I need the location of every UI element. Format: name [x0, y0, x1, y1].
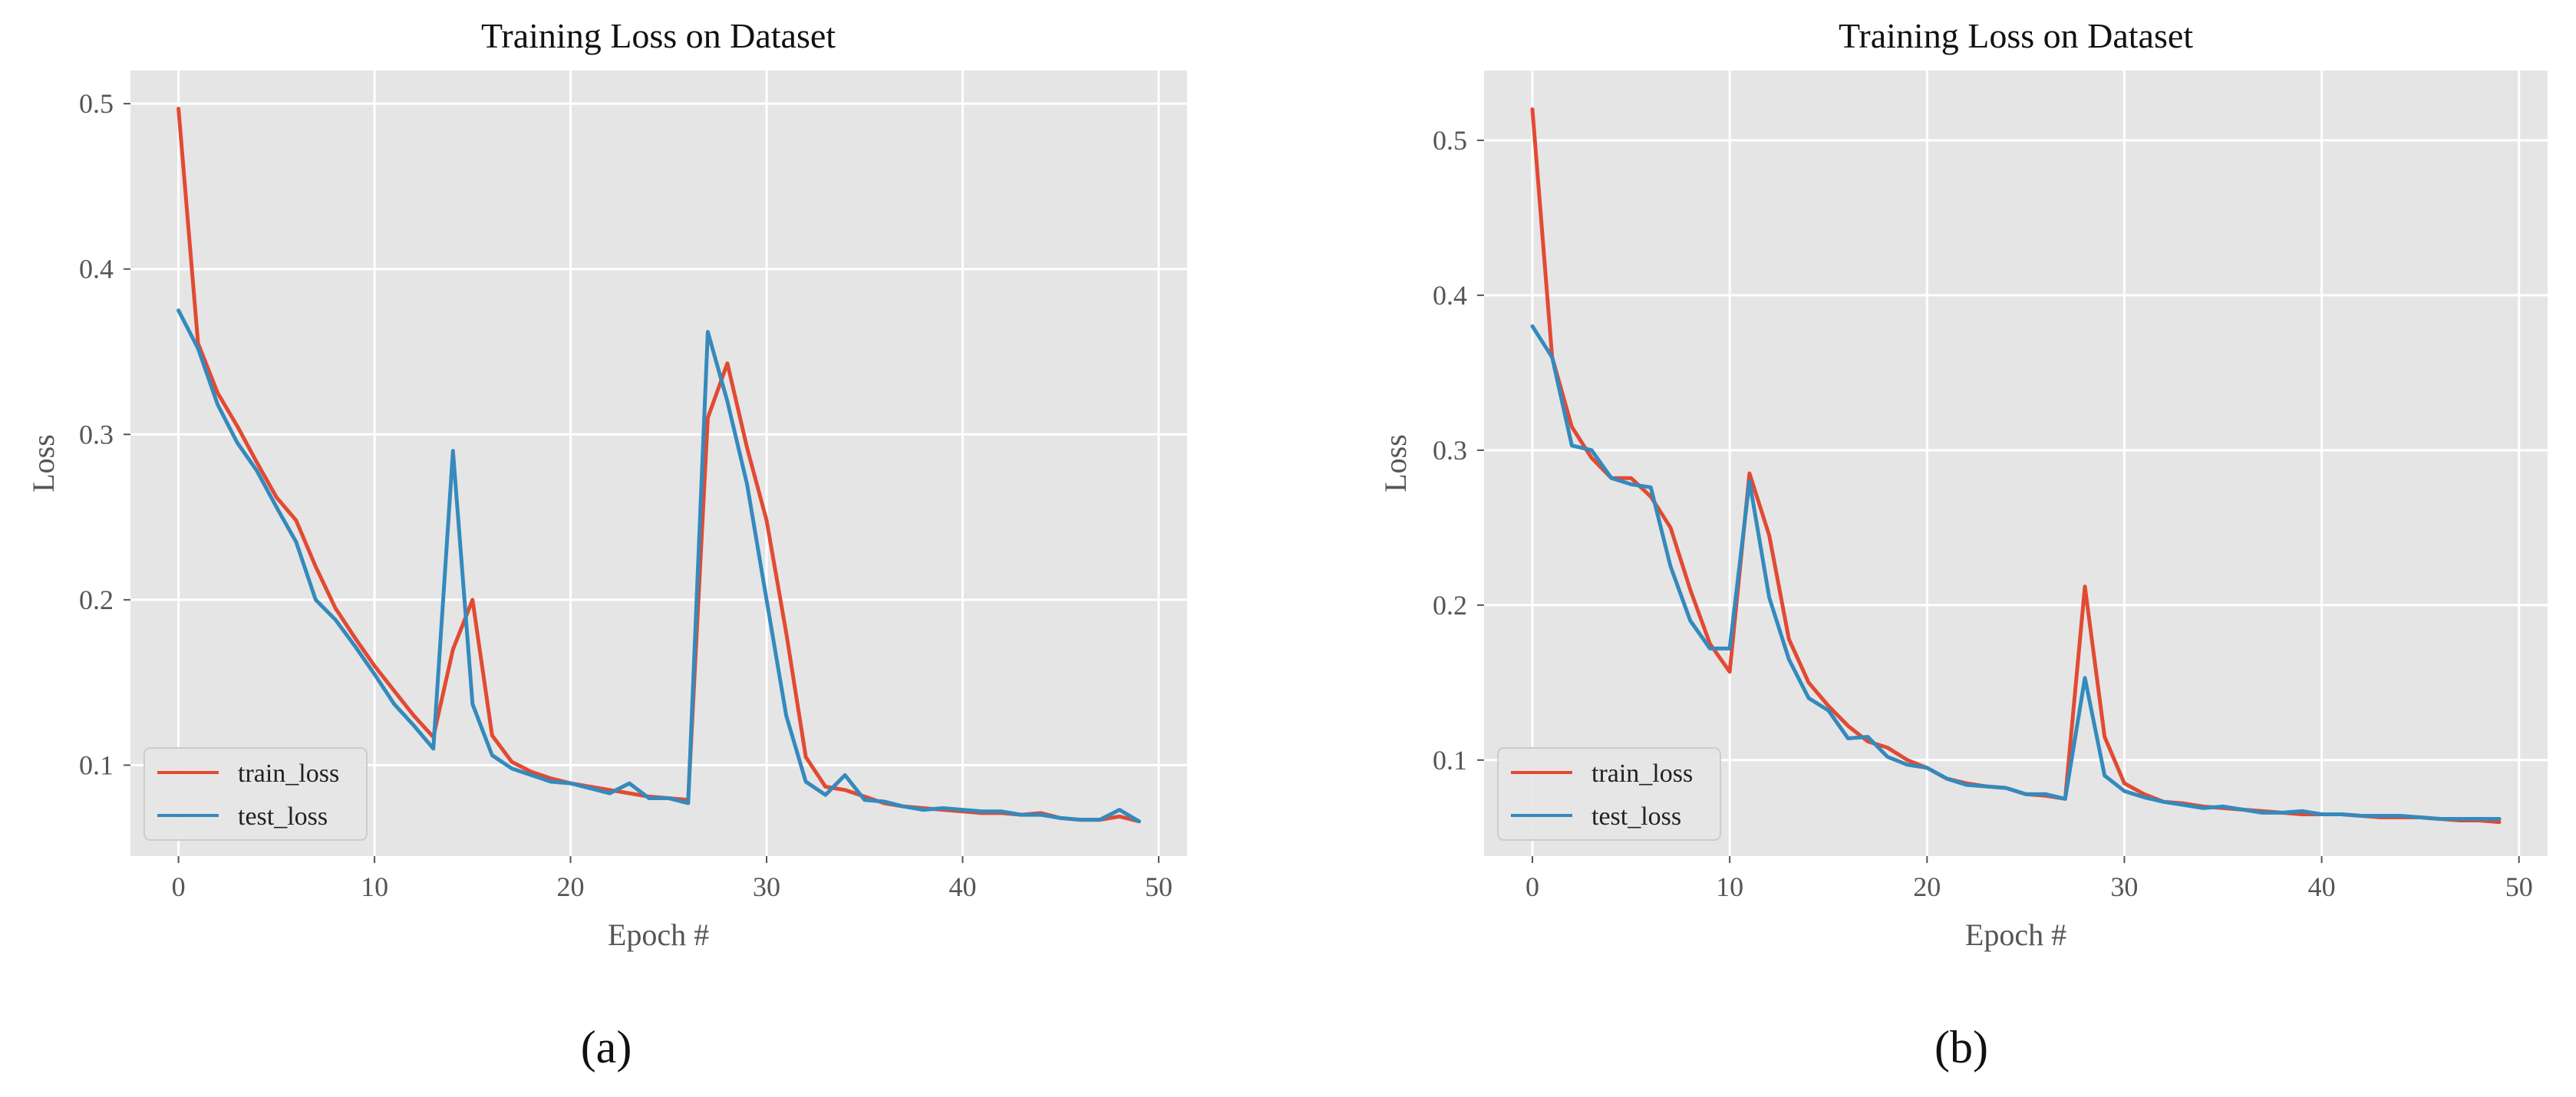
chart-b-title: Training Loss on Dataset	[1839, 16, 2193, 55]
chart-b-x-axis-label: Epoch #	[1965, 917, 2066, 952]
chart-a-x-axis-label: Epoch #	[608, 917, 709, 952]
chart-b-legend-label-test: test_loss	[1591, 802, 1681, 831]
chart-b-x-tick-label: 0	[1525, 871, 1539, 902]
chart-b-y-tick-label: 0.5	[1433, 125, 1467, 156]
chart-a-y-tick-label: 0.4	[79, 254, 114, 285]
chart-a: 0 10 20 30 40 50 0.1 0.2 0.3 0.4 0.5 Training Loss…	[26, 16, 1187, 1072]
chart-a-legend-label-train: train_loss	[238, 759, 339, 788]
chart-a-caption: (a)	[581, 1022, 632, 1072]
chart-b-x-tick-label: 20	[1913, 871, 1941, 902]
chart-a-x-tick-label: 50	[1145, 871, 1173, 902]
chart-b-caption: (b)	[1934, 1022, 1988, 1072]
chart-a-x-tick-label: 10	[361, 871, 388, 902]
chart-a-y-tick-label: 0.3	[79, 419, 114, 450]
chart-a-x-tick-label: 20	[557, 871, 585, 902]
chart-a-title: Training Loss on Dataset	[481, 16, 836, 55]
chart-b-series-test-loss	[1530, 324, 2502, 821]
chart-b: 0 10 20 30 40 50 0.1 0.2 0.3 0.4 0.5 Training Loss…	[1378, 16, 2548, 1072]
chart-a-x-tick-label: 40	[948, 871, 976, 902]
chart-b-legend-label-train: train_loss	[1591, 759, 1693, 788]
chart-b-x-tick-label: 10	[1716, 871, 1743, 902]
chart-a-plot-area	[130, 71, 1187, 856]
chart-b-y-tick-label: 0.2	[1433, 590, 1467, 621]
chart-b-x-tick-label: 30	[2110, 871, 2138, 902]
chart-a-ticks: 0 10 20 30 40 50 0.1 0.2 0.3 0.4 0.5	[79, 88, 1173, 902]
chart-a-legend: train_loss test_loss	[143, 747, 368, 841]
chart-a-series	[176, 107, 1141, 824]
chart-a-y-axis-label: Loss	[26, 434, 61, 492]
chart-b-y-tick-label: 0.3	[1433, 435, 1467, 466]
chart-b-series	[1530, 107, 2502, 825]
chart-a-x-tick-label: 30	[753, 871, 780, 902]
chart-b-plot-area	[1484, 71, 2548, 856]
chart-b-ticks: 0 10 20 30 40 50 0.1 0.2 0.3 0.4 0.5	[1433, 125, 2533, 902]
chart-b-x-tick-label: 50	[2505, 871, 2533, 902]
chart-b-y-tick-label: 0.1	[1433, 745, 1467, 776]
chart-a-y-tick-label: 0.2	[79, 585, 114, 615]
chart-b-legend: train_loss test_loss	[1497, 747, 1721, 841]
chart-a-x-tick-label: 0	[172, 871, 186, 902]
chart-a-y-tick-label: 0.5	[79, 88, 114, 119]
chart-b-y-tick-label: 0.4	[1433, 280, 1467, 311]
chart-b-x-tick-label: 40	[2308, 871, 2336, 902]
chart-a-series-test-loss	[176, 308, 1141, 824]
chart-b-grid	[1484, 71, 2548, 856]
chart-b-y-axis-label: Loss	[1378, 434, 1413, 492]
chart-a-y-tick-label: 0.1	[79, 749, 114, 780]
chart-a-legend-label-test: test_loss	[238, 802, 328, 831]
